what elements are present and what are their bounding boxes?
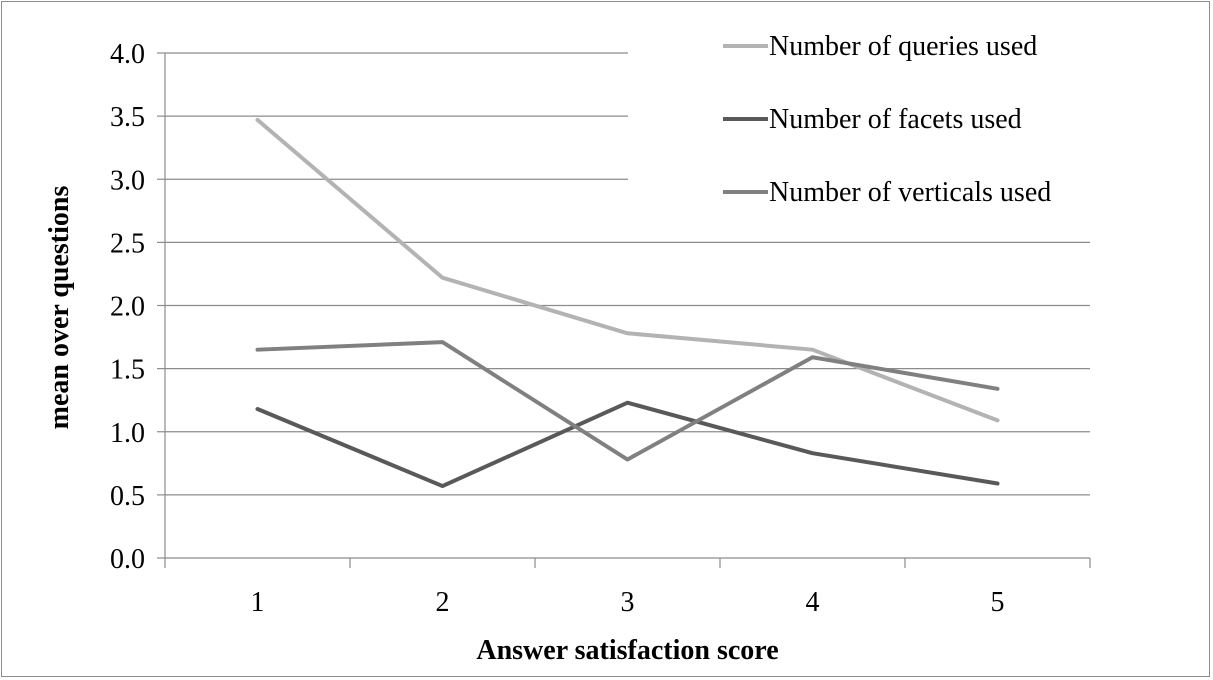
y-tick-label: 2.0: [110, 292, 145, 323]
x-tick-label: 4: [806, 587, 820, 618]
y-tick-label: 3.0: [110, 165, 145, 196]
series-lines: [255, 117, 1000, 489]
x-tick-label: 3: [621, 587, 635, 618]
y-axis-title: mean over questions: [44, 186, 75, 430]
legend-background: [628, 18, 1128, 218]
y-tick-label: 1.0: [110, 418, 145, 449]
legend-label: Number of verticals used: [769, 177, 1051, 208]
x-tick-label: 5: [991, 587, 1005, 618]
y-tick-label: 1.5: [110, 355, 145, 386]
y-tick-label: 0.0: [110, 544, 145, 575]
series-line-2: [255, 400, 1000, 489]
y-tick-labels: 0.0 0.5 1.0 1.5 2.0 2.5 3.0 3.5 4.0: [110, 39, 145, 575]
y-tick-label: 3.5: [110, 102, 145, 133]
x-axis-title: Answer satisfaction score: [476, 635, 778, 666]
legend: Number of queries used Number of facets u…: [723, 31, 1051, 208]
y-tick-label: 0.5: [110, 481, 145, 512]
legend-label: Number of facets used: [769, 104, 1022, 135]
y-tick-label: 4.0: [110, 39, 145, 70]
x-tick-label: 2: [436, 587, 450, 618]
x-tick-labels: 1 2 3 4 5: [251, 587, 1005, 618]
y-tick-label: 2.5: [110, 228, 145, 259]
legend-label: Number of queries used: [769, 31, 1037, 62]
x-tick-label: 1: [251, 587, 265, 618]
axes: [157, 52, 1091, 568]
